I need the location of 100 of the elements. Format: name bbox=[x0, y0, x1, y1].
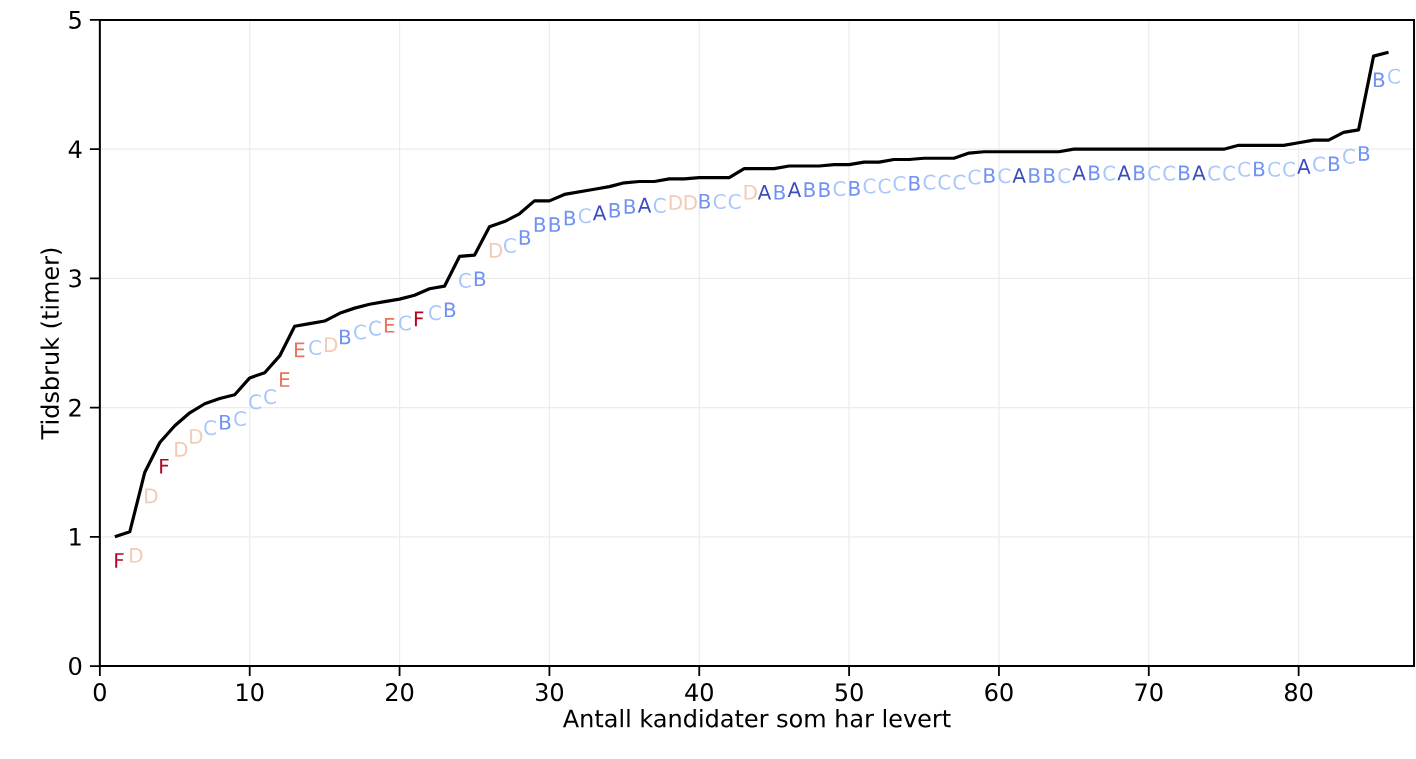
x-tick-label: 40 bbox=[685, 683, 713, 702]
data-label: D bbox=[489, 243, 503, 258]
data-label: B bbox=[1328, 156, 1340, 172]
data-label: C bbox=[1103, 165, 1116, 181]
data-label: E bbox=[280, 372, 290, 387]
data-label: B bbox=[474, 271, 486, 287]
y-tick-label: 1 bbox=[70, 528, 81, 546]
data-label: D bbox=[684, 195, 697, 210]
y-tick-label: 5 bbox=[69, 11, 81, 29]
data-label: C bbox=[354, 324, 366, 340]
data-label: E bbox=[384, 318, 395, 333]
data-label: A bbox=[637, 197, 652, 213]
data-label: B bbox=[1179, 165, 1190, 181]
data-label: B bbox=[804, 182, 815, 197]
x-tick-label: 80 bbox=[1285, 683, 1313, 702]
data-label: C bbox=[1058, 168, 1071, 184]
data-label: E bbox=[295, 342, 305, 358]
data-label: C bbox=[234, 411, 246, 427]
data-label: B bbox=[819, 182, 830, 197]
data-label: B bbox=[1254, 161, 1265, 177]
data-label: C bbox=[953, 174, 966, 190]
data-label: C bbox=[893, 175, 906, 192]
data-label: B bbox=[909, 175, 920, 191]
data-label: C bbox=[998, 168, 1011, 184]
x-tick-label: 20 bbox=[386, 683, 414, 702]
data-label: C bbox=[1283, 161, 1295, 177]
data-label: B bbox=[1089, 165, 1100, 181]
data-label: A bbox=[1192, 165, 1206, 181]
data-label: B bbox=[1029, 168, 1040, 183]
data-label: C bbox=[578, 208, 591, 224]
data-label: C bbox=[204, 420, 217, 436]
data-label: C bbox=[1208, 165, 1221, 181]
data-label: C bbox=[923, 174, 936, 190]
data-label: A bbox=[592, 205, 607, 221]
data-label: C bbox=[249, 394, 261, 410]
data-label: C bbox=[399, 315, 411, 331]
data-label: B bbox=[1373, 72, 1385, 88]
data-label: C bbox=[309, 340, 321, 356]
x-tick-label: 60 bbox=[985, 683, 1013, 702]
data-label: C bbox=[1223, 165, 1235, 181]
data-label: A bbox=[757, 184, 772, 200]
data-label: C bbox=[878, 178, 891, 194]
data-label: B bbox=[534, 217, 546, 232]
data-label: C bbox=[968, 169, 981, 185]
data-label: C bbox=[503, 237, 516, 254]
y-axis-title: Tidsbruk (timer) bbox=[40, 248, 62, 440]
data-label: D bbox=[130, 548, 143, 563]
data-label: A bbox=[1297, 159, 1311, 174]
x-tick-label: 30 bbox=[535, 683, 564, 702]
data-label: C bbox=[1268, 161, 1280, 177]
data-label: B bbox=[849, 181, 860, 196]
data-label: B bbox=[1044, 168, 1055, 183]
data-label: A bbox=[1012, 168, 1026, 183]
x-tick-label: 10 bbox=[237, 683, 264, 702]
data-label: D bbox=[669, 195, 682, 210]
data-label: C bbox=[429, 305, 441, 321]
x-tick-label: 0 bbox=[93, 683, 106, 702]
data-label: A bbox=[787, 182, 802, 197]
data-label: C bbox=[653, 197, 666, 214]
data-label: A bbox=[1117, 165, 1131, 181]
data-label: B bbox=[1358, 146, 1370, 161]
data-label: A bbox=[1072, 165, 1086, 181]
y-tick-label: 0 bbox=[69, 657, 82, 676]
data-label: D bbox=[325, 337, 338, 353]
data-label: B bbox=[220, 414, 231, 430]
data-label: C bbox=[728, 194, 741, 210]
data-label: C bbox=[1313, 156, 1325, 172]
data-label: B bbox=[1134, 165, 1145, 181]
data-label: C bbox=[863, 178, 876, 194]
data-label: C bbox=[1343, 148, 1355, 164]
data-label: C bbox=[833, 181, 846, 197]
data-label: F bbox=[115, 553, 124, 568]
data-label: B bbox=[519, 230, 531, 245]
data-label: C bbox=[1388, 68, 1400, 84]
data-label: C bbox=[459, 272, 471, 288]
data-label: C bbox=[713, 194, 726, 210]
y-tick-label: 3 bbox=[69, 269, 81, 288]
data-label: B bbox=[444, 302, 456, 318]
data-label: F bbox=[160, 458, 169, 474]
data-label: D bbox=[145, 488, 158, 504]
data-label: B bbox=[624, 199, 636, 214]
data-label: B bbox=[609, 203, 621, 218]
data-label: D bbox=[744, 184, 757, 200]
data-label: C bbox=[1163, 165, 1176, 181]
data-label: F bbox=[414, 311, 424, 327]
data-label: C bbox=[369, 320, 381, 336]
y-tick-label: 4 bbox=[68, 140, 82, 158]
data-label: B bbox=[699, 194, 710, 209]
data-label: B bbox=[339, 329, 351, 345]
data-label: B bbox=[984, 168, 995, 183]
x-tick-label: 70 bbox=[1135, 683, 1163, 702]
data-label: C bbox=[938, 174, 951, 190]
data-label: D bbox=[175, 442, 188, 457]
data-label: B bbox=[564, 210, 576, 226]
y-tick-label: 2 bbox=[69, 398, 81, 417]
x-axis-title: Antall kandidater som har levert bbox=[562, 708, 951, 728]
data-label: B bbox=[549, 217, 561, 232]
data-label: B bbox=[774, 184, 785, 200]
data-label: C bbox=[264, 389, 276, 405]
x-tick-label: 50 bbox=[835, 683, 863, 702]
